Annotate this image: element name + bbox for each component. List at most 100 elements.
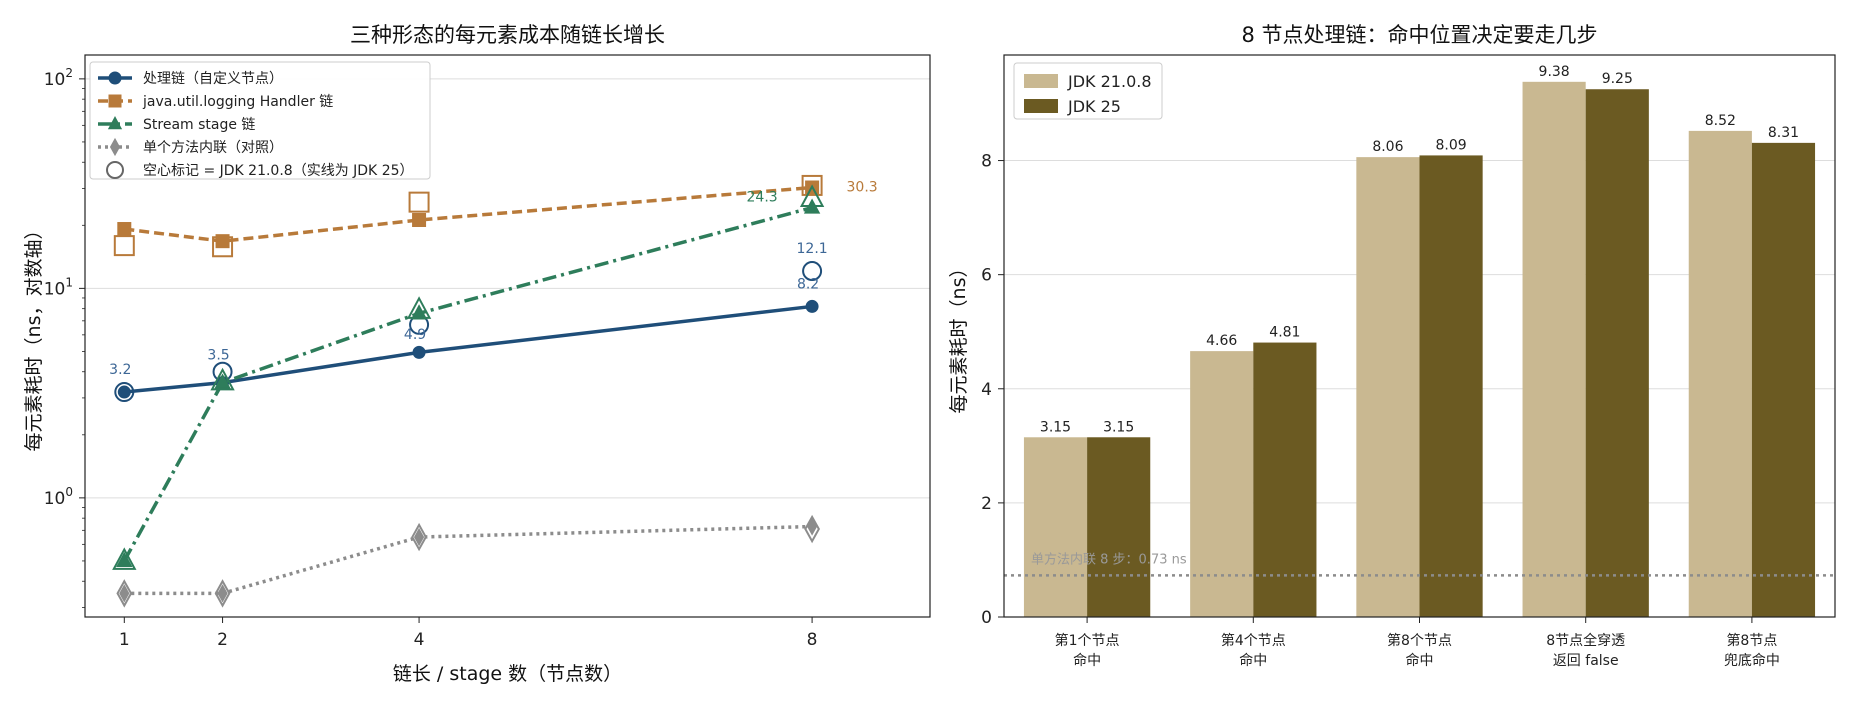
- data-label: 24.3: [747, 190, 778, 206]
- x-tick-label: 命中: [1239, 652, 1267, 669]
- data-point-jdk21: [406, 296, 432, 319]
- bar: [1751, 142, 1816, 617]
- chart-title: 三种形态的每元素成本随链长增长: [350, 23, 665, 47]
- x-tick-label: 第8个节点: [1387, 632, 1452, 649]
- bar-value-label: 8.31: [1768, 125, 1799, 141]
- data-label: 8.2: [797, 276, 819, 292]
- series-1: [113, 174, 823, 258]
- legend-swatch-marker: [107, 116, 123, 130]
- y-tick-label: 6: [981, 266, 992, 286]
- data-point-jdk25: [117, 385, 131, 399]
- y-tick-label: 101: [44, 275, 73, 299]
- y-tick-label: 100: [44, 485, 73, 509]
- legend-label: 单个方法内联（对照）: [143, 140, 283, 156]
- bar-series-0: 3.15 4.66 8.06 9.38 8.52: [1023, 64, 1752, 618]
- x-tick-label: 兜底命中: [1724, 652, 1780, 669]
- data-label: 3.2: [109, 362, 131, 378]
- bar-value-label: 4.81: [1269, 325, 1300, 341]
- legend-label: 空心标记 = JDK 21.0.8（实线为 JDK 25）: [143, 163, 414, 179]
- y-axis-label: 每元素耗时（ns）: [948, 259, 970, 414]
- data-point-jdk25: [413, 527, 425, 547]
- bar: [1253, 342, 1317, 617]
- bar-chart: 8 节点处理链：命中位置决定要走几步 0 2 4 6 8 每元素耗时（ns） 3.15 4.66…: [948, 23, 1836, 669]
- legend-swatch-marker: [108, 71, 122, 85]
- legend-swatch: [1024, 99, 1058, 113]
- x-tick-label: 第8节点: [1726, 632, 1777, 649]
- data-point-jdk21: [214, 579, 231, 608]
- bar-series-1: 3.15 4.81 8.09 9.25 8.31: [1087, 71, 1816, 617]
- legend: JDK 21.0.8 JDK 25: [1013, 62, 1163, 120]
- data-point-jdk25: [412, 213, 427, 228]
- bar-value-label: 9.25: [1602, 71, 1633, 87]
- data-point-jdk25: [117, 222, 132, 237]
- bar: [1585, 89, 1649, 617]
- legend-swatch-marker: [109, 137, 121, 157]
- legend-hollow-marker: [106, 161, 124, 179]
- bar: [1688, 130, 1752, 617]
- x-axis-label: 链长 / stage 数（节点数）: [393, 663, 622, 685]
- data-point-jdk21: [114, 382, 135, 403]
- chart-title: 8 节点处理链：命中位置决定要走几步: [1241, 23, 1597, 47]
- x-tick-label: 第4个节点: [1221, 632, 1286, 649]
- legend-label: JDK 21.0.8: [1067, 72, 1152, 91]
- y-axis-label: 每元素耗时（ns，对数轴）: [23, 221, 45, 452]
- data-point-jdk21: [799, 184, 825, 208]
- x-tick-label: 4: [414, 630, 425, 650]
- legend: 处理链（自定义节点） java.util.logging Handler 链 Str…: [89, 61, 431, 180]
- series-line: [124, 185, 813, 243]
- y-tick-label: 102: [44, 66, 73, 90]
- data-point-jdk25: [214, 373, 231, 389]
- data-point-jdk25: [217, 584, 228, 603]
- bar-value-label: 8.52: [1705, 113, 1736, 129]
- data-point-jdk25: [116, 551, 133, 568]
- series-line: [122, 205, 813, 562]
- data-point-jdk21: [113, 235, 135, 257]
- data-point-jdk25: [410, 304, 428, 320]
- bar: [1023, 437, 1088, 617]
- x-tick-label: 8: [807, 630, 818, 650]
- y-tick-label: 0: [981, 608, 992, 628]
- bar-value-label: 9.38: [1539, 64, 1570, 80]
- y-tick-label: 4: [981, 380, 992, 400]
- data-point-jdk21: [210, 367, 235, 391]
- data-point-jdk25: [412, 345, 426, 359]
- x-tick-label: 第1个节点: [1055, 632, 1120, 649]
- bar-value-label: 8.06: [1372, 139, 1403, 155]
- legend-label: Stream stage 链: [143, 117, 255, 133]
- x-tick-label: 命中: [1073, 652, 1101, 669]
- data-label: 4.9: [404, 327, 426, 343]
- series-3: [116, 514, 820, 608]
- y-tick-label: 2: [981, 494, 992, 514]
- data-point-jdk25: [805, 299, 819, 313]
- line-chart: 三种形态的每元素成本随链长增长 100 101 102 1 2 4 8 链长 / stage 数…: [23, 23, 931, 685]
- data-point-jdk21: [804, 514, 820, 544]
- x-tick-label: 1: [119, 630, 130, 650]
- bar: [1190, 351, 1254, 617]
- plot-frame: [84, 54, 931, 618]
- data-point-jdk21: [112, 547, 137, 570]
- x-tick-label: 8节点全穿透: [1546, 632, 1625, 649]
- bar: [1419, 155, 1483, 617]
- data-point-jdk25: [119, 584, 130, 603]
- bar: [1522, 81, 1586, 618]
- legend-label: JDK 25: [1067, 97, 1121, 116]
- bar: [1356, 157, 1420, 617]
- series-line: [124, 304, 813, 394]
- data-label: 30.3: [847, 180, 878, 196]
- y-tick-label: 8: [981, 152, 992, 172]
- data-point-jdk21: [801, 174, 823, 196]
- legend-label: 处理链（自定义节点）: [143, 71, 283, 87]
- series-line: [124, 524, 813, 596]
- data-point-jdk21: [408, 191, 430, 213]
- bar: [1087, 437, 1151, 617]
- data-point-jdk21: [802, 261, 823, 282]
- bar-value-label: 8.09: [1435, 137, 1466, 153]
- x-tick-label: 返回 false: [1553, 653, 1619, 669]
- data-label: 3.5: [207, 348, 229, 364]
- bar-value-label: 3.15: [1103, 419, 1134, 435]
- series-2: [112, 184, 825, 570]
- reference-line-label: 单方法内联 8 步：0.73 ns: [1031, 551, 1187, 567]
- legend-swatch-marker: [108, 94, 122, 108]
